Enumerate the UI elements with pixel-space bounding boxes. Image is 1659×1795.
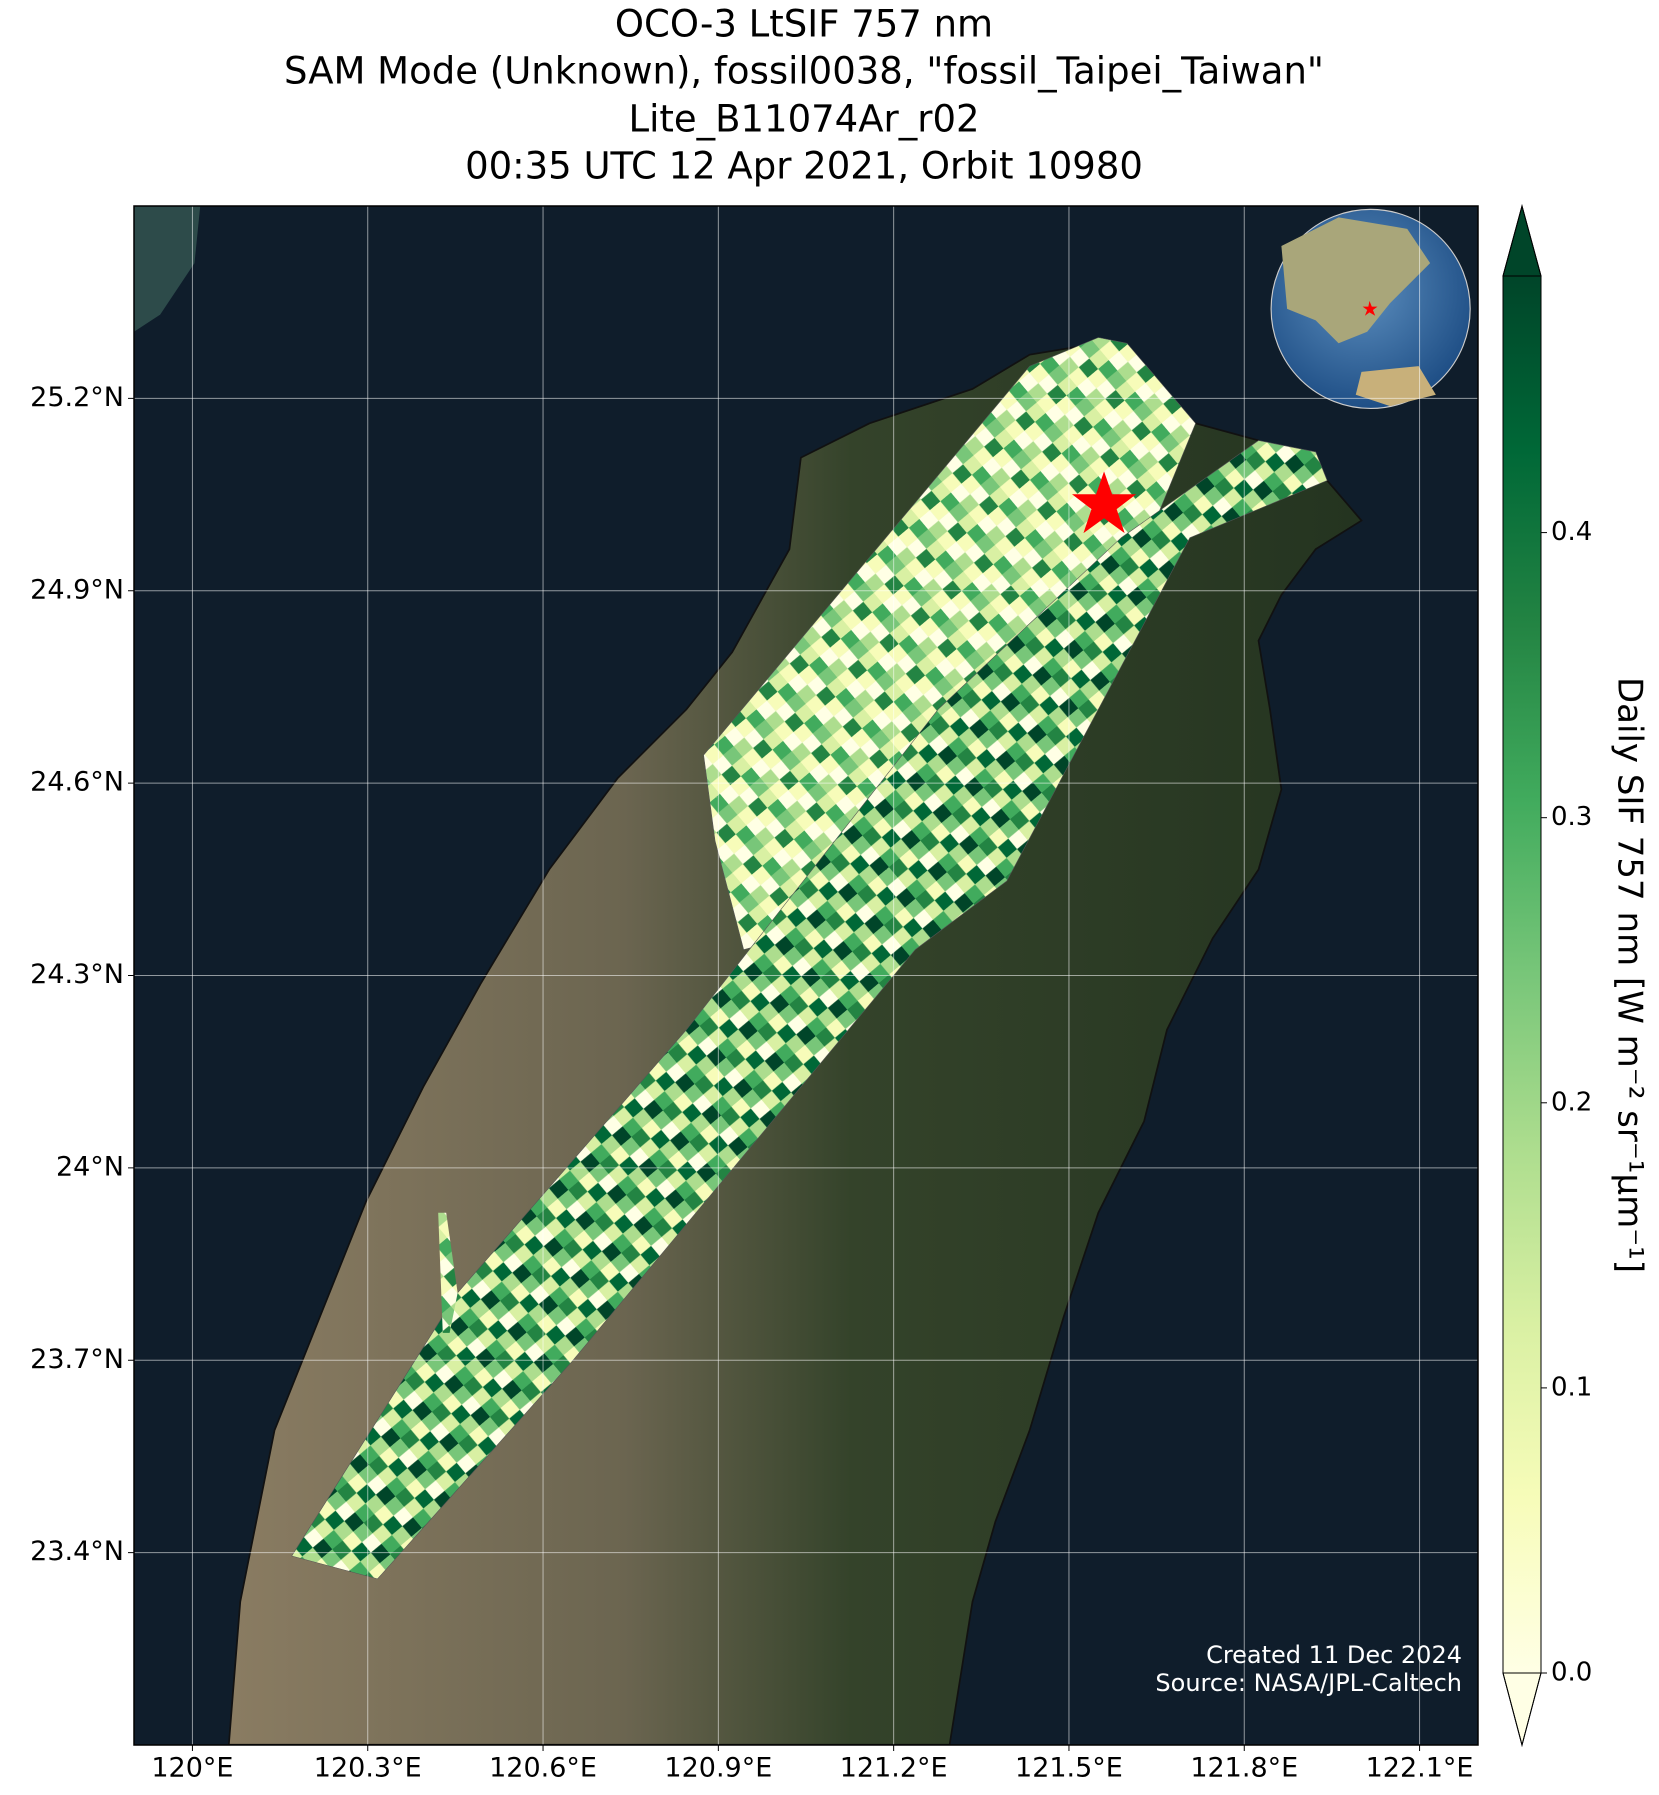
x-tick-label: 120.6°E (489, 1753, 597, 1784)
x-tick-label: 121.2°E (840, 1753, 948, 1784)
y-tick-label: 24.3°N (30, 959, 124, 990)
colorbar-tick-label: 0.4 (1551, 517, 1592, 547)
x-tick-label: 120°E (151, 1753, 233, 1784)
y-tick-label: 23.7°N (30, 1344, 124, 1375)
target-star (1072, 471, 1137, 534)
grid (134, 206, 1478, 1745)
inset-globe (1270, 208, 1471, 410)
x-tick-label: 121.5°E (1015, 1753, 1123, 1784)
mainland-coast (134, 206, 201, 332)
map-area: Created 11 Dec 2024 Source: NASA/JPL-Cal… (134, 206, 1478, 1745)
colorbar-tick-label: 0.1 (1551, 1372, 1592, 1402)
colorbar-tick-label: 0.2 (1551, 1087, 1592, 1117)
colorbar-extend-min (1502, 1672, 1542, 1747)
basemap (134, 206, 1471, 1745)
x-tick-label: 122.1°E (1366, 1753, 1474, 1784)
x-tick-label: 121.8°E (1190, 1753, 1298, 1784)
title-line: 00:35 UTC 12 Apr 2021, Orbit 10980 (465, 145, 1143, 188)
title-line: OCO-3 LtSIF 757 nm (615, 3, 993, 46)
colorbar-body (1503, 276, 1541, 1673)
colorbar-label: Daily SIF 757 nm [W m⁻² sr⁻¹μm⁻¹] (1610, 677, 1650, 1273)
swath-strip (438, 1212, 458, 1333)
y-tick-label: 24°N (56, 1151, 124, 1182)
colorbar-tick-label: 0.0 (1551, 1658, 1592, 1688)
colorbar-extend-max (1502, 204, 1542, 277)
y-tick-label: 24.9°N (30, 574, 124, 605)
y-tick-label: 24.6°N (30, 767, 124, 798)
colorbar-tick-label: 0.3 (1551, 802, 1592, 832)
credit-text: Created 11 Dec 2024 (1206, 1641, 1462, 1669)
y-tick-label: 23.4°N (30, 1536, 124, 1567)
colorbar: 0.0 0.1 0.2 0.3 0.4 (1502, 204, 1592, 1747)
x-tick-label: 120.9°E (664, 1753, 772, 1784)
credit-text: Source: NASA/JPL-Caltech (1155, 1669, 1462, 1697)
title-block: OCO-3 LtSIF 757 nm SAM Mode (Unknown), f… (284, 3, 1324, 188)
swath-north (703, 337, 1196, 950)
x-tick-label: 120.3°E (314, 1753, 422, 1784)
title-line: Lite_B11074Ar_r02 (628, 98, 979, 141)
swath-south (291, 440, 1328, 1580)
y-tick-label: 25.2°N (30, 382, 124, 413)
title-line: SAM Mode (Unknown), fossil0038, "fossil_… (284, 50, 1324, 93)
